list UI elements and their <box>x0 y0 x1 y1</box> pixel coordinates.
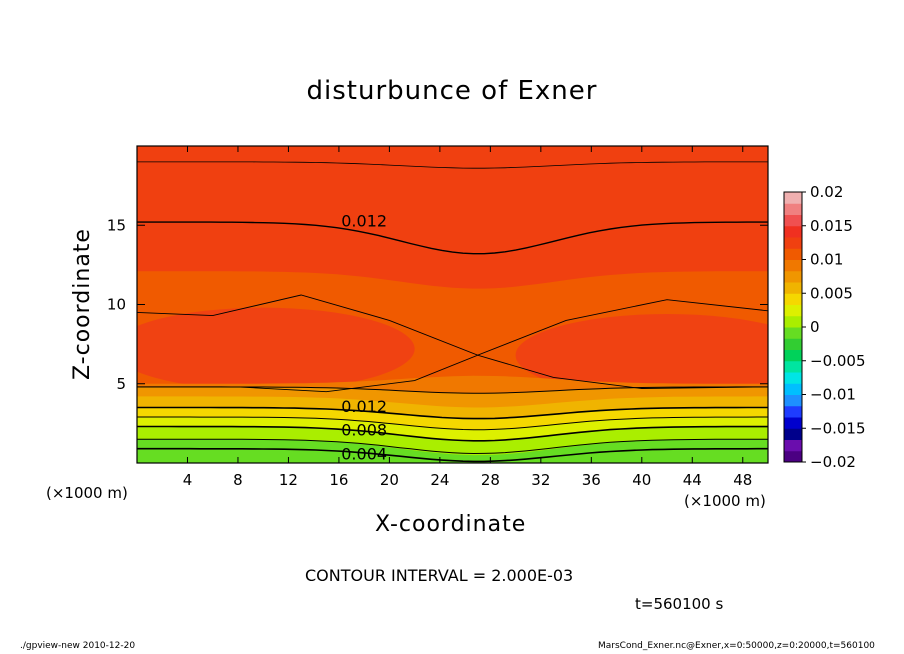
contour-label: 0.012 <box>341 397 387 416</box>
contour-line-3 <box>137 416 768 431</box>
contour-line-6 <box>137 221 768 255</box>
core-lobe-0 <box>137 307 415 391</box>
contour-plot <box>137 146 768 463</box>
colorbar-swatch <box>784 349 802 362</box>
contour-line-1 <box>137 438 768 455</box>
contour-x-line-0 <box>137 294 768 356</box>
colorbar-swatch <box>784 394 802 407</box>
y-tick-label: 15 <box>107 216 126 234</box>
colorbar-swatch <box>784 405 802 418</box>
colorbar-swatch <box>784 225 802 238</box>
contour-line-4 <box>137 406 768 420</box>
colorbar-swatch <box>784 338 802 350</box>
contour-interval: CONTOUR INTERVAL = 2.000E-03 <box>305 566 574 585</box>
contour-label: 0.008 <box>341 421 387 440</box>
x-tick-label: 24 <box>430 471 449 489</box>
contour-x-line-1 <box>137 354 768 393</box>
colorbar-swatch <box>784 360 802 373</box>
colorbar-swatch <box>784 248 802 260</box>
x-tick-label: 8 <box>233 471 243 489</box>
footer-right: MarsCond_Exner.nc@Exner,x=0:50000,z=0:20… <box>598 641 875 651</box>
colorbar-swatch <box>784 237 802 249</box>
colorbar-swatch <box>784 327 802 339</box>
core-lobe-1 <box>515 314 768 397</box>
x-axis: 4 8 12 16 20 24 28 32 36 40 44 48 <box>183 146 752 489</box>
x-unit-label-right: (×1000 m) <box>684 492 766 510</box>
x-tick-label: 40 <box>632 471 651 489</box>
y-tick-label: 10 <box>107 296 126 314</box>
colorbar-tick-label: 0 <box>810 318 820 336</box>
colorbar-swatch <box>784 270 802 283</box>
colorbar-swatch <box>784 192 802 204</box>
x-tick-label: 16 <box>329 471 348 489</box>
x-tick-label: 32 <box>531 471 550 489</box>
colorbar-swatch <box>784 428 802 440</box>
x-tick-label: 12 <box>279 471 298 489</box>
x-tick-label: 28 <box>481 471 500 489</box>
y-axis: 5 10 15 <box>107 216 768 393</box>
time-label: t=560100 s <box>635 595 724 613</box>
colorbar-swatch <box>784 417 802 429</box>
colorbar-swatch <box>784 304 802 317</box>
colorbar-swatch <box>784 214 802 227</box>
colorbar-tick-label: −0.005 <box>810 352 866 370</box>
contour-label: 0.012 <box>341 211 387 230</box>
colorbar-swatch <box>784 450 802 463</box>
contour-labels: 0.012 0.012 0.008 0.004 <box>341 211 387 463</box>
x-tick-label: 44 <box>683 471 702 489</box>
y-axis-title: Z-coordinate <box>70 228 95 380</box>
contour-line-7 <box>137 161 768 169</box>
colorbar-swatch <box>784 372 802 384</box>
colorbar-tick-label: 0.015 <box>810 217 853 235</box>
x-tick-label: 48 <box>733 471 752 489</box>
colorbar-tick-label: −0.01 <box>810 386 856 404</box>
colorbar-tick-label: 0.01 <box>810 251 843 269</box>
x-tick-label: 20 <box>380 471 399 489</box>
colorbar-tick-label: 0.02 <box>810 183 843 201</box>
contour-line-2 <box>137 425 768 442</box>
lower-band-6 <box>137 439 768 463</box>
y-tick-label: 5 <box>116 375 126 393</box>
chart-title: disturbunce of Exner <box>306 76 598 106</box>
colorbar: 0.02 0.015 0.01 0.005 0 −0.005 −0.01 −0.015 −0.0… <box>783 183 866 471</box>
colorbar-swatch <box>784 439 802 452</box>
colorbar-swatch <box>784 282 802 294</box>
x-tick-label: 36 <box>582 471 601 489</box>
x-unit-label-left: (×1000 m) <box>46 484 128 502</box>
colorbar-tick-label: −0.015 <box>810 419 866 437</box>
contour-label: 0.004 <box>341 444 387 463</box>
colorbar-swatch <box>784 293 802 305</box>
x-tick-label: 4 <box>183 471 193 489</box>
colorbar-swatch <box>784 315 802 328</box>
colorbar-swatch <box>784 259 802 272</box>
footer-left: ./gpview-new 2010-12-20 <box>20 641 136 651</box>
upper-band-3 <box>137 146 768 289</box>
colorbar-swatch <box>784 383 802 395</box>
colorbar-tick-label: −0.02 <box>810 453 856 471</box>
colorbar-swatch <box>784 203 802 215</box>
contour-line-0 <box>137 447 768 463</box>
colorbar-tick-label: 0.005 <box>810 284 853 302</box>
